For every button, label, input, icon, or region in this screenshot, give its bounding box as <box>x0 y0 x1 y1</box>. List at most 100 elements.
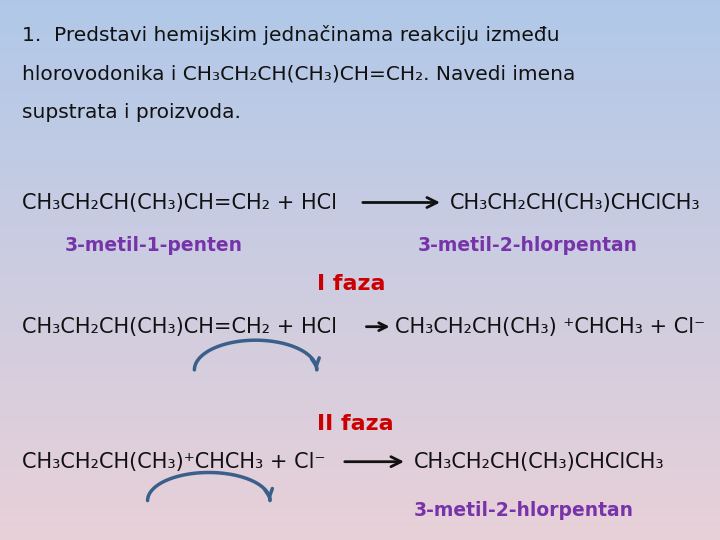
Bar <box>0 238 720 239</box>
Bar <box>0 351 720 353</box>
Text: CH₃CH₂CH(CH₃)CH=CH₂ + HCl: CH₃CH₂CH(CH₃)CH=CH₂ + HCl <box>22 316 337 337</box>
Bar <box>0 407 720 409</box>
Bar <box>0 131 720 133</box>
Bar <box>0 115 720 117</box>
Bar <box>0 59 720 61</box>
Bar <box>0 274 720 275</box>
Bar <box>0 398 720 400</box>
Bar <box>0 45 720 47</box>
Bar <box>0 76 720 77</box>
Bar <box>0 70 720 72</box>
Text: 1.  Predstavi hemijskim jednačinama reakciju između: 1. Predstavi hemijskim jednačinama reakc… <box>22 25 559 45</box>
Bar <box>0 31 720 32</box>
Bar <box>0 252 720 254</box>
Bar <box>0 38 720 39</box>
Bar <box>0 272 720 274</box>
Bar <box>0 393 720 394</box>
Bar <box>0 455 720 457</box>
Bar <box>0 513 720 515</box>
Bar <box>0 475 720 477</box>
Bar <box>0 439 720 441</box>
Bar <box>0 518 720 520</box>
Bar <box>0 488 720 490</box>
Bar <box>0 228 720 231</box>
Bar <box>0 189 720 191</box>
Bar <box>0 162 720 164</box>
Bar <box>0 349 720 351</box>
Bar <box>0 437 720 439</box>
Bar <box>0 236 720 238</box>
Bar <box>0 290 720 292</box>
Bar <box>0 261 720 263</box>
Bar <box>0 169 720 171</box>
Bar <box>0 20 720 22</box>
Bar <box>0 153 720 155</box>
Bar <box>0 340 720 342</box>
Bar <box>0 533 720 535</box>
Bar <box>0 211 720 212</box>
Bar <box>0 525 720 528</box>
Bar <box>0 104 720 106</box>
Bar <box>0 174 720 177</box>
Bar <box>0 520 720 522</box>
Bar <box>0 99 720 101</box>
Bar <box>0 295 720 297</box>
Bar <box>0 409 720 410</box>
Bar <box>0 504 720 506</box>
Bar <box>0 356 720 358</box>
Bar <box>0 270 720 272</box>
Bar <box>0 474 720 475</box>
Bar <box>0 247 720 248</box>
Bar <box>0 74 720 76</box>
Bar <box>0 119 720 120</box>
Bar <box>0 178 720 180</box>
Bar <box>0 447 720 448</box>
Bar <box>0 461 720 463</box>
Bar <box>0 259 720 261</box>
Bar <box>0 187 720 189</box>
Bar <box>0 380 720 382</box>
Bar <box>0 414 720 416</box>
Bar <box>0 320 720 322</box>
Bar <box>0 47 720 49</box>
Bar <box>0 299 720 301</box>
Text: CH₃CH₂CH(CH₃)CH=CH₂ + HCl: CH₃CH₂CH(CH₃)CH=CH₂ + HCl <box>22 192 337 213</box>
Bar <box>0 481 720 482</box>
Bar <box>0 266 720 268</box>
Bar <box>0 333 720 335</box>
Bar <box>0 417 720 420</box>
Bar <box>0 367 720 369</box>
Text: supstrata i proizvoda.: supstrata i proizvoda. <box>22 103 240 123</box>
Bar <box>0 448 720 450</box>
Bar <box>0 346 720 347</box>
Bar <box>0 177 720 178</box>
Bar <box>0 497 720 498</box>
Bar <box>0 130 720 131</box>
Bar <box>0 322 720 324</box>
Bar <box>0 502 720 504</box>
Bar <box>0 308 720 309</box>
Bar <box>0 387 720 389</box>
Bar <box>0 297 720 299</box>
Bar <box>0 92 720 93</box>
Bar <box>0 139 720 140</box>
Bar <box>0 412 720 414</box>
Bar <box>0 329 720 331</box>
Bar <box>0 25 720 27</box>
Bar <box>0 209 720 211</box>
Bar <box>0 212 720 214</box>
Bar <box>0 304 720 306</box>
Bar <box>0 277 720 279</box>
Bar <box>0 301 720 302</box>
Bar <box>0 2 720 4</box>
Bar <box>0 232 720 234</box>
Bar <box>0 511 720 513</box>
Bar <box>0 463 720 464</box>
Bar <box>0 103 720 104</box>
Bar <box>0 29 720 31</box>
Bar <box>0 309 720 312</box>
Bar <box>0 536 720 538</box>
Bar <box>0 355 720 356</box>
Bar <box>0 326 720 328</box>
Bar <box>0 167 720 169</box>
